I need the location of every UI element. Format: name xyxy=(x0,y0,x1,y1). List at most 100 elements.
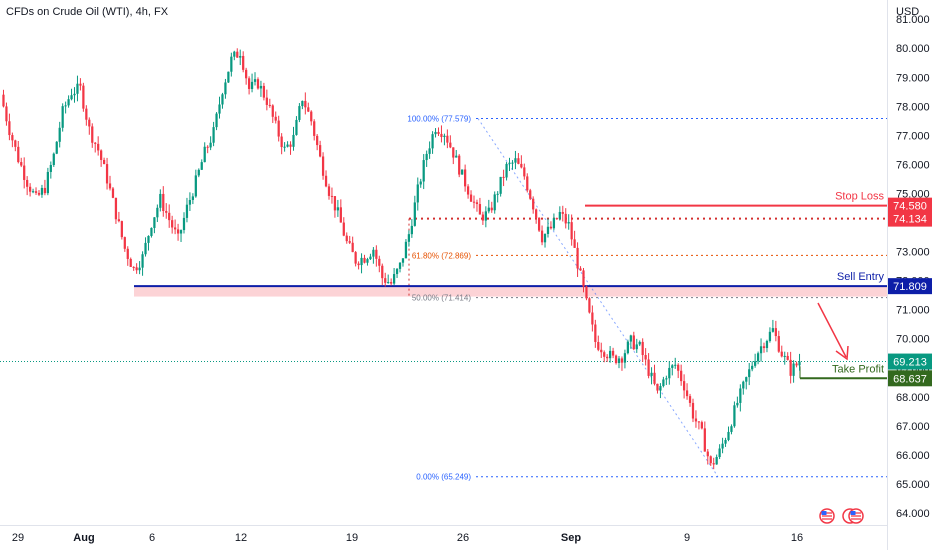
price-tick-label: 66.000 xyxy=(896,450,930,462)
sell-entry-label: Sell Entry xyxy=(837,271,885,283)
candle-body xyxy=(792,363,795,376)
candle-body xyxy=(176,229,180,234)
candle-body xyxy=(662,379,665,387)
candle-body xyxy=(558,211,561,219)
candle-body xyxy=(620,358,624,363)
candle-body xyxy=(209,142,212,148)
candle-body xyxy=(31,191,35,193)
candle-body xyxy=(182,217,186,231)
candle-body xyxy=(665,378,668,380)
candle-body xyxy=(280,136,283,148)
price-badge-label: 69.213 xyxy=(893,357,927,369)
candle-body xyxy=(446,135,449,143)
price-tick-label: 81.000 xyxy=(896,14,930,26)
candle-body xyxy=(656,383,659,391)
price-badge-label: 71.809 xyxy=(893,281,927,293)
candle-body xyxy=(111,188,115,198)
candle-body xyxy=(156,207,159,218)
candle-body xyxy=(638,341,641,345)
candle-body xyxy=(79,83,82,86)
candle-body xyxy=(369,256,372,260)
candle-body xyxy=(378,258,381,266)
us-event-flag-icon[interactable] xyxy=(819,508,835,524)
price-tick-label: 78.000 xyxy=(896,101,930,113)
candle-body xyxy=(20,162,23,166)
candle-body xyxy=(114,197,118,220)
price-axis[interactable]: 64.00065.00066.00067.00068.00069.00070.0… xyxy=(896,14,930,520)
candle-body xyxy=(691,402,695,419)
candle-body xyxy=(715,456,718,465)
candle-body xyxy=(552,218,556,229)
candle-body xyxy=(514,158,517,163)
candle-body xyxy=(67,99,70,106)
candle-body xyxy=(532,198,535,210)
candle-body xyxy=(688,396,692,403)
candle-body xyxy=(333,196,337,211)
candle-body xyxy=(469,194,473,202)
candle-body xyxy=(360,257,363,266)
candle-body xyxy=(129,258,132,267)
candle-body xyxy=(357,263,360,266)
candle-body xyxy=(745,377,748,382)
time-axis[interactable]: 29 Aug 6 12 19 26 Sep 9 16 xyxy=(12,532,803,544)
candle-body xyxy=(395,268,399,275)
level-labels: Stop Loss Sell Entry Take Profit 74.58074.1… xyxy=(832,191,932,387)
candle-body xyxy=(366,259,369,263)
fib-level-label: 100.00% (77.579) xyxy=(407,115,471,124)
candle-body xyxy=(2,94,5,107)
candle-body xyxy=(120,221,123,238)
candle-body xyxy=(543,233,547,243)
candle-body xyxy=(579,268,582,271)
candle-body xyxy=(774,328,777,337)
candle-body xyxy=(26,179,29,187)
candle-body xyxy=(117,219,121,222)
candle-body xyxy=(274,116,277,121)
candle-body xyxy=(585,286,588,299)
us-event-flags-group-icon[interactable] xyxy=(842,508,864,524)
candle-body xyxy=(168,212,171,221)
price-tick-label: 71.000 xyxy=(896,305,930,317)
candle-body xyxy=(262,85,266,98)
candle-body xyxy=(659,386,662,391)
price-tick-label: 76.000 xyxy=(896,159,930,171)
candle-body xyxy=(606,356,609,359)
candle-body xyxy=(609,350,612,359)
time-tick-label: 9 xyxy=(684,532,690,544)
candle-body xyxy=(375,249,378,259)
candle-body xyxy=(416,184,419,203)
candle-body xyxy=(218,104,221,114)
price-tick-label: 73.000 xyxy=(896,247,930,259)
candle-body xyxy=(617,358,621,363)
candle-body xyxy=(632,335,635,350)
candle-body xyxy=(144,242,147,255)
candle-body xyxy=(123,237,126,249)
price-badge xyxy=(888,278,932,295)
candle-body xyxy=(463,169,467,187)
price-badge xyxy=(888,370,932,387)
candle-body xyxy=(428,148,431,154)
candle-body xyxy=(523,167,526,177)
candle-body xyxy=(94,142,97,144)
candle-body xyxy=(372,249,375,257)
candle-body xyxy=(582,270,585,287)
candle-body xyxy=(354,252,357,264)
candle-body xyxy=(64,105,67,107)
candle-body xyxy=(159,193,162,208)
candle-body xyxy=(46,171,49,194)
candle-body xyxy=(452,147,455,158)
candle-body xyxy=(327,186,331,196)
candle-body xyxy=(339,207,342,223)
candle-body xyxy=(200,162,203,170)
candle-body xyxy=(316,135,319,146)
candle-body xyxy=(363,257,366,263)
candle-body xyxy=(443,135,446,137)
stop-loss-label: Stop Loss xyxy=(835,191,884,203)
candle-body xyxy=(487,207,490,212)
candle-body xyxy=(330,195,334,197)
candle-body xyxy=(626,341,630,354)
candle-body xyxy=(555,218,558,220)
price-tick-label: 64.000 xyxy=(896,508,930,520)
candle-body xyxy=(727,431,730,440)
candle-body xyxy=(318,145,322,157)
